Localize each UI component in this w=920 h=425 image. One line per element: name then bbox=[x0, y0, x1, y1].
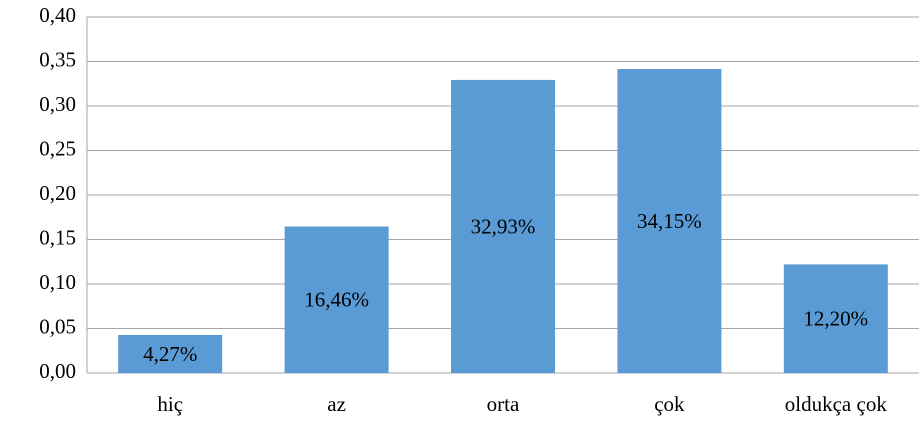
data-label: 32,93% bbox=[471, 214, 536, 238]
y-tick-label: 0,15 bbox=[39, 225, 76, 249]
bar bbox=[617, 69, 722, 373]
x-tick-label: az bbox=[327, 392, 346, 416]
data-label: 34,15% bbox=[637, 209, 702, 233]
x-tick-label: hiç bbox=[157, 392, 183, 416]
data-label: 12,20% bbox=[803, 307, 868, 331]
bar bbox=[783, 264, 888, 373]
x-tick-label: orta bbox=[487, 392, 520, 416]
x-tick-label: oldukça çok bbox=[785, 392, 888, 416]
bar bbox=[284, 226, 389, 373]
y-tick-label: 0,00 bbox=[39, 359, 76, 383]
data-label: 4,27% bbox=[143, 342, 197, 366]
y-tick-label: 0,25 bbox=[39, 136, 76, 160]
y-tick-label: 0,10 bbox=[39, 270, 76, 294]
x-tick-label: çok bbox=[654, 392, 685, 416]
y-tick-label: 0,20 bbox=[39, 181, 76, 205]
y-tick-label: 0,30 bbox=[39, 92, 76, 116]
bar bbox=[451, 79, 555, 373]
y-tick-label: 0,05 bbox=[39, 314, 76, 338]
data-label: 16,46% bbox=[304, 288, 369, 312]
y-tick-label: 0,40 bbox=[39, 3, 76, 27]
y-tick-label: 0,35 bbox=[39, 47, 76, 71]
bar bbox=[118, 334, 223, 373]
